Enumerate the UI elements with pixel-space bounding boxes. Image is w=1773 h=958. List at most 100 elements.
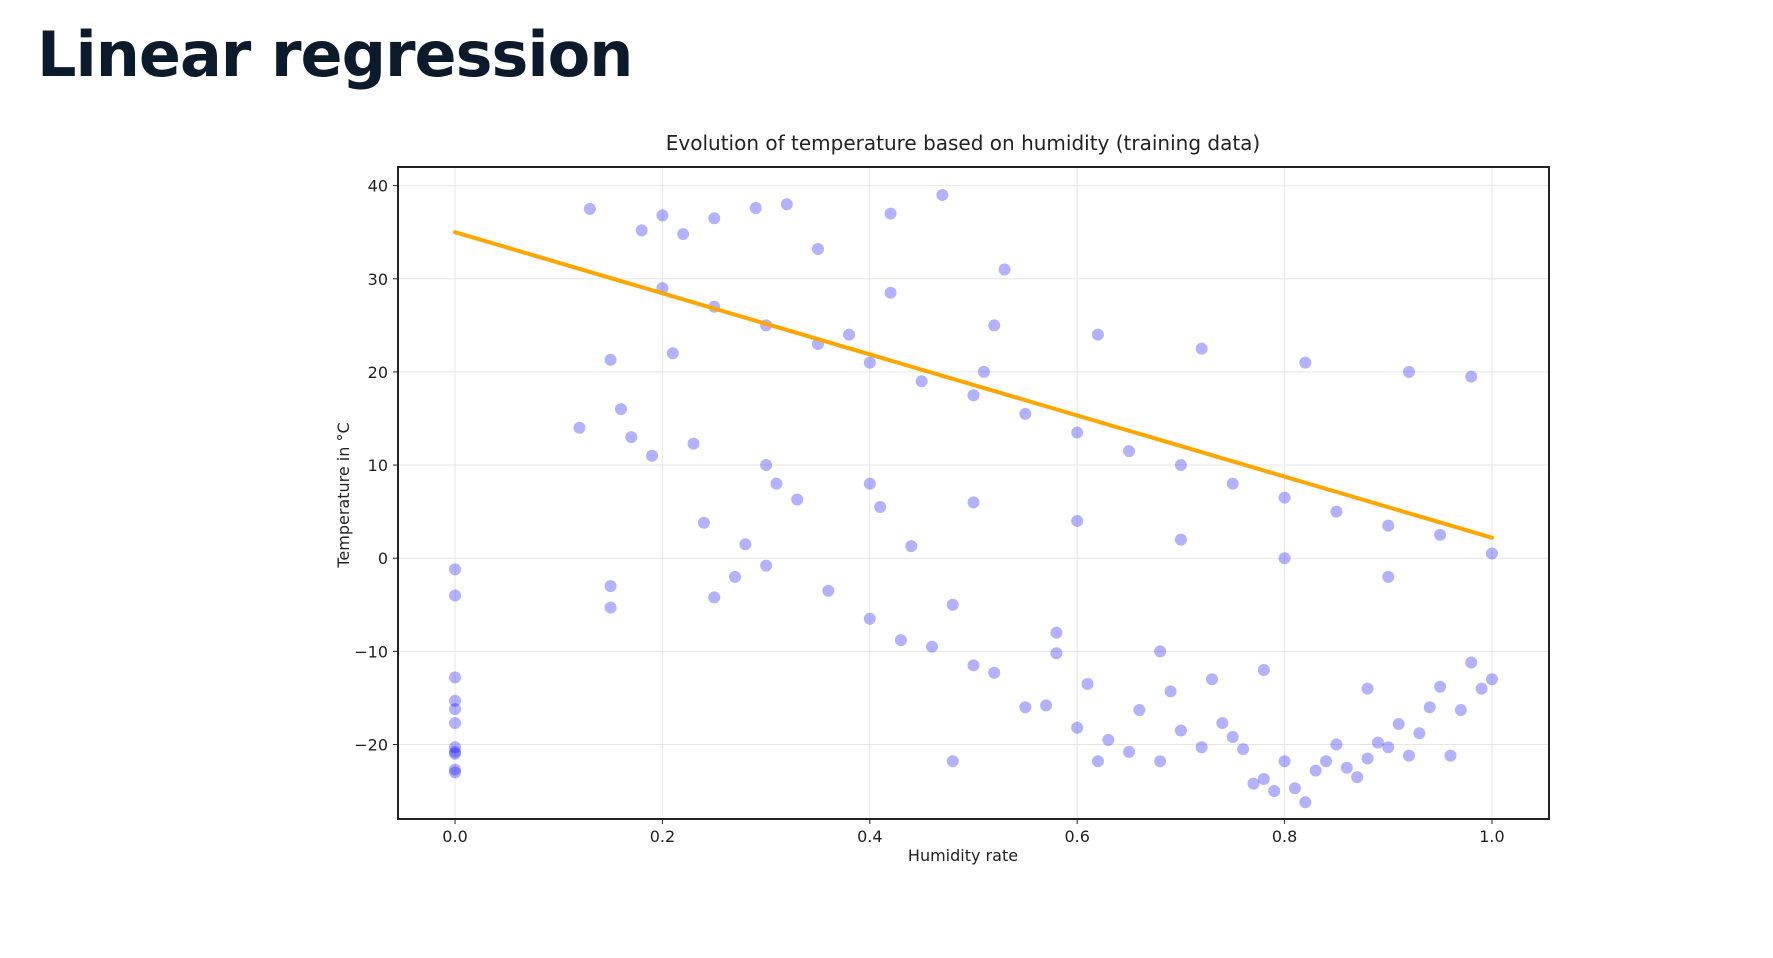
scatter-point: [1278, 491, 1291, 504]
scatter-point: [1226, 477, 1239, 490]
scatter-point: [1123, 745, 1136, 758]
scatter-point: [1205, 673, 1218, 686]
scatter-point: [1071, 721, 1084, 734]
scatter-point: [697, 516, 710, 529]
scatter-point: [1257, 663, 1270, 676]
scatter-point: [1382, 741, 1395, 754]
scatter-point: [1382, 519, 1395, 532]
scatter-point: [1174, 459, 1187, 472]
y-axis-label: Temperature in °C: [334, 422, 353, 568]
scatter-point: [677, 228, 690, 241]
scatter-point: [449, 717, 462, 730]
scatter-point: [1268, 785, 1281, 798]
y-tick-label: 40: [368, 177, 388, 196]
x-axis-ticks: 0.0 0.2 0.4 0.6 0.8 1.0: [442, 819, 1505, 846]
scatter-point: [1475, 682, 1488, 695]
scatter-point: [1444, 749, 1457, 762]
scatter-point: [635, 224, 648, 237]
scatter-point: [1403, 365, 1416, 378]
scatter-point: [1371, 736, 1384, 749]
scatter-point: [1330, 738, 1343, 751]
x-tick-label: 0.4: [857, 827, 882, 846]
scatter-point: [988, 666, 1001, 679]
plot-frame: [397, 166, 1550, 820]
scatter-point: [1174, 724, 1187, 737]
scatter-point: [1091, 755, 1104, 768]
scatter-point: [770, 477, 783, 490]
scatter-point: [1257, 772, 1270, 785]
scatter-point: [1465, 370, 1478, 383]
scatter-point: [946, 598, 959, 611]
scatter-point: [863, 477, 876, 490]
scatter-point: [1434, 528, 1447, 541]
scatter-point: [1237, 743, 1250, 756]
scatter-point: [1361, 752, 1374, 765]
scatter-point: [1299, 356, 1312, 369]
scatter-point: [1164, 685, 1177, 698]
scatter-point: [1071, 514, 1084, 527]
y-tick-label: 30: [368, 270, 388, 289]
scatter-point: [739, 538, 752, 551]
regression-line: [453, 230, 1494, 540]
scatter-point: [583, 202, 596, 215]
scatter-point: [449, 703, 462, 716]
scatter-point: [760, 559, 773, 572]
scatter-point: [936, 188, 949, 201]
scatter-point: [604, 353, 617, 366]
scatter-point: [1423, 701, 1436, 714]
x-tick-label: 0.0: [442, 827, 467, 846]
x-axis-label: Humidity rate: [908, 846, 1018, 865]
scatter-point: [449, 694, 462, 707]
scatter-point: [1413, 727, 1426, 740]
scatter-point: [1195, 342, 1208, 355]
x-tick-label: 0.2: [650, 827, 675, 846]
scatter-point: [1309, 764, 1322, 777]
scatter-point: [884, 207, 897, 220]
scatter-point: [449, 766, 462, 779]
scatter-point: [1485, 547, 1498, 560]
scatter-point: [604, 601, 617, 614]
scatter-point: [811, 242, 824, 255]
scatter-point: [843, 328, 856, 341]
scatter-point: [1019, 407, 1032, 420]
scatter-point: [449, 671, 462, 684]
scatter-point: [604, 580, 617, 593]
scatter-point: [967, 659, 980, 672]
scatter-point: [449, 589, 462, 602]
scatter-point: [449, 563, 462, 576]
scatter-point: [1071, 426, 1084, 439]
scatter-point: [1454, 704, 1467, 717]
scatter-point: [760, 459, 773, 472]
scatter-point: [1340, 761, 1353, 774]
scatter-point: [449, 763, 462, 776]
scatter-point: [1216, 717, 1229, 730]
scatter-point: [1123, 445, 1136, 458]
scatter-point: [449, 747, 462, 760]
scatter-point: [780, 198, 793, 211]
scatter-point: [708, 212, 721, 225]
scatter-point: [1320, 755, 1333, 768]
scatter-point: [998, 263, 1011, 276]
scatter-point: [863, 356, 876, 369]
scatter-point: [1102, 733, 1115, 746]
scatter-point: [1154, 755, 1167, 768]
scatter-point: [1091, 328, 1104, 341]
y-tick-label: −10: [354, 642, 388, 661]
scatter-point: [967, 389, 980, 402]
scatter-point: [1485, 673, 1498, 686]
scatter-point: [1465, 656, 1478, 669]
scatter-point: [926, 640, 939, 653]
x-tick-label: 0.6: [1064, 827, 1089, 846]
scatter-point: [791, 493, 804, 506]
y-tick-label: 10: [368, 456, 388, 475]
scatter-point: [625, 431, 638, 444]
slide-title: Linear regression: [37, 18, 633, 91]
scatter-point: [1351, 771, 1364, 784]
scatter-point: [687, 437, 700, 450]
scatter-point: [1154, 645, 1167, 658]
scatter-point: [1382, 570, 1395, 583]
scatter-point: [946, 755, 959, 768]
scatter-point: [1040, 699, 1053, 712]
scatter-point: [1174, 533, 1187, 546]
scatter-point: [1081, 677, 1094, 690]
